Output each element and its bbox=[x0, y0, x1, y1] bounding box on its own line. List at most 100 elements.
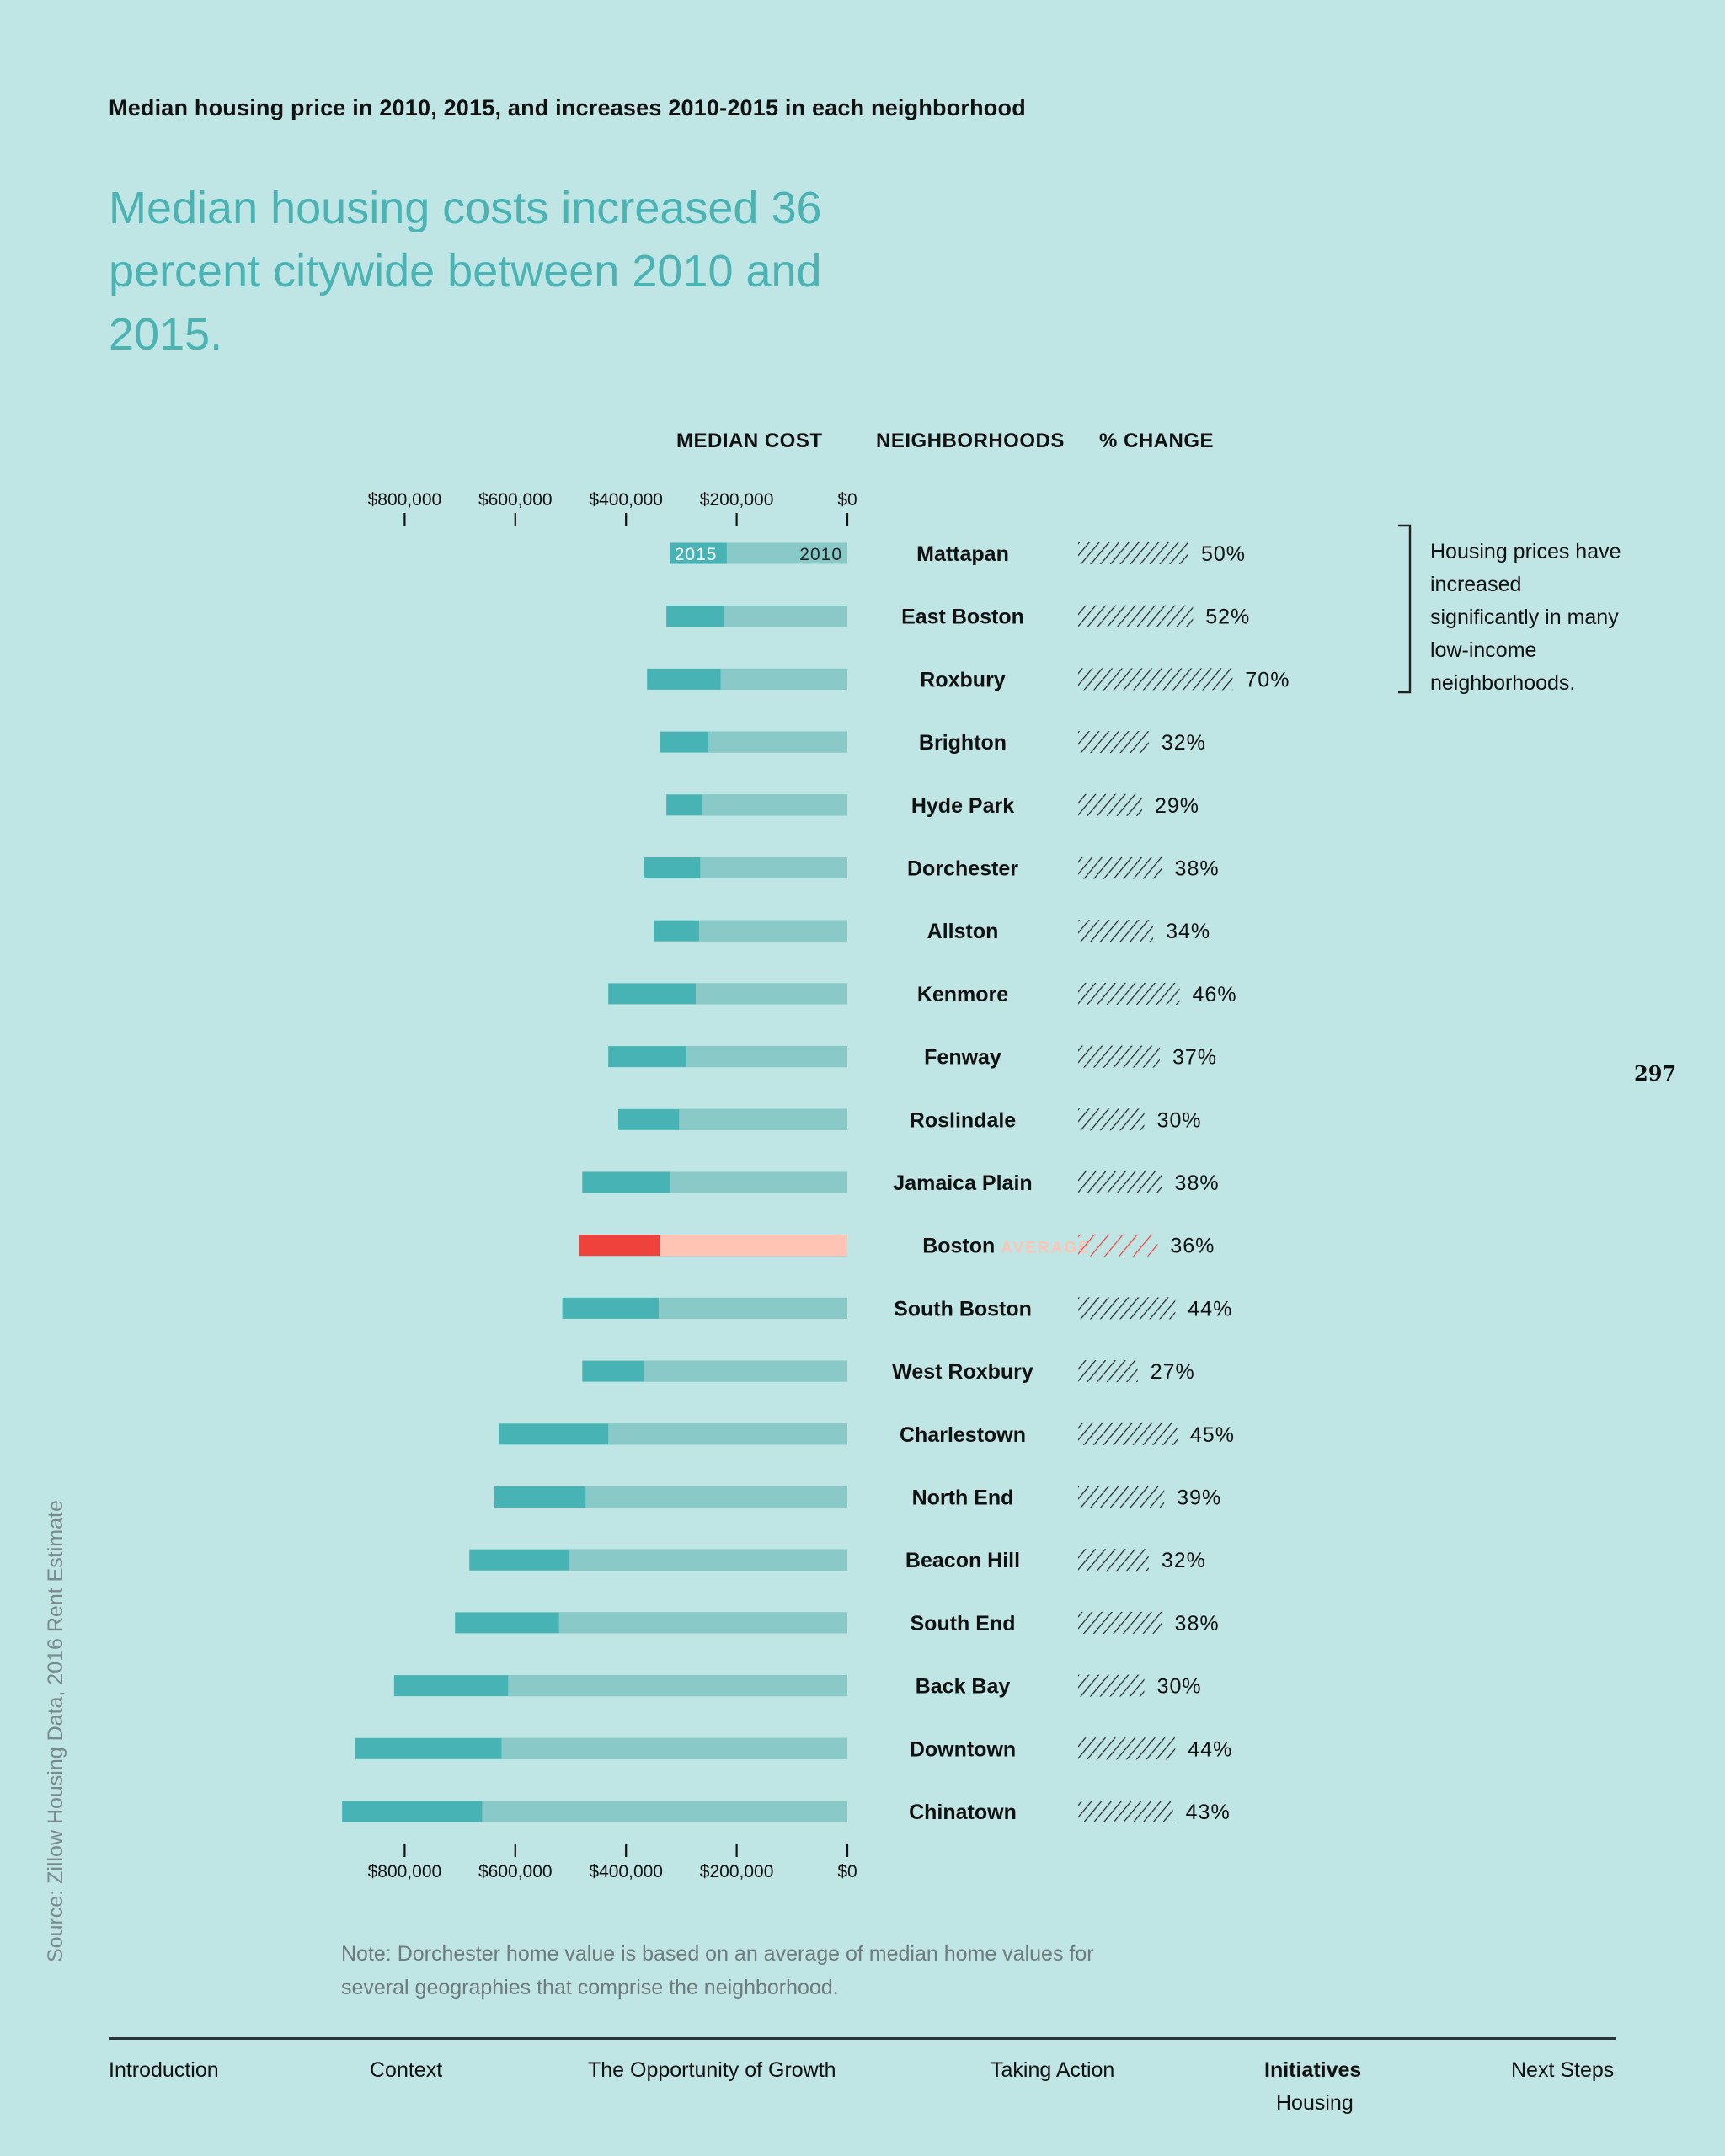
pct-change-label: 36% bbox=[1170, 1235, 1215, 1258]
nav-context[interactable]: Context bbox=[370, 2058, 443, 2082]
pct-change-label: 30% bbox=[1157, 1675, 1202, 1699]
pct-change-bar bbox=[1078, 1674, 1145, 1697]
neighborhood-label: North End bbox=[912, 1486, 1014, 1510]
x-tick-label-bottom: $400,000 bbox=[589, 1862, 663, 1881]
chart-row: Chinatown 43% bbox=[342, 1801, 1230, 1824]
pct-change-label: 32% bbox=[1162, 1549, 1206, 1572]
footnote: Note: Dorchester home value is based on … bbox=[341, 1942, 1094, 1999]
pct-change-label: 30% bbox=[1157, 1108, 1202, 1132]
x-tick-label-bottom: $0 bbox=[837, 1862, 857, 1881]
pct-change-label: 34% bbox=[1166, 920, 1210, 943]
neighborhood-label: East Boston bbox=[901, 606, 1024, 629]
chart-row: Charlestown 45% bbox=[499, 1422, 1235, 1447]
bar-2010 bbox=[501, 1737, 847, 1759]
bar-2010 bbox=[702, 794, 847, 816]
x-axis-bottom: $800,000 $600,000 $400,000 $200,000 $0 bbox=[368, 1844, 857, 1881]
pct-change-bar bbox=[1078, 1422, 1178, 1445]
neighborhood-label: West Roxbury bbox=[892, 1360, 1033, 1384]
pct-change-bar bbox=[1078, 1737, 1176, 1760]
chart-row: Brighton 32% bbox=[660, 731, 1206, 755]
nav-next-steps[interactable]: Next Steps bbox=[1511, 2058, 1615, 2082]
neighborhood-label: Jamaica Plain bbox=[893, 1171, 1032, 1195]
pct-change-bar bbox=[1078, 542, 1188, 564]
bar-2010 bbox=[608, 1423, 847, 1445]
pct-change-bar bbox=[1078, 1171, 1162, 1193]
pct-change-bar bbox=[1078, 1486, 1165, 1508]
legend-2010-label: 2010 bbox=[799, 545, 842, 564]
pct-change-bar bbox=[1078, 1108, 1145, 1131]
housing-chart: $800,000 $600,000 $400,000 $200,000 $0 $800,… bbox=[342, 490, 1412, 1881]
bar-2010 bbox=[585, 1486, 847, 1508]
chart-row: Roxbury 70% bbox=[647, 668, 1290, 691]
nav-initiatives[interactable]: Initiatives bbox=[1264, 2058, 1362, 2082]
pct-change-label: 29% bbox=[1155, 794, 1199, 818]
chart-row: South End 38% bbox=[455, 1611, 1219, 1636]
bar-2010 bbox=[508, 1675, 847, 1697]
pct-change-label: 50% bbox=[1201, 542, 1246, 566]
chart-row: East Boston 52% bbox=[666, 605, 1250, 629]
pct-change-label: 45% bbox=[1190, 1423, 1235, 1447]
nav-sub-housing[interactable]: Housing bbox=[1276, 2091, 1354, 2115]
x-tick-label-top: $400,000 bbox=[589, 490, 663, 510]
pct-change-bar bbox=[1078, 1234, 1158, 1257]
pct-change-bar bbox=[1078, 920, 1154, 942]
bracket-line bbox=[1398, 524, 1412, 694]
chart-row: Dorchester 38% bbox=[644, 857, 1219, 881]
pct-change-label: 32% bbox=[1162, 731, 1206, 755]
bar-2010 bbox=[726, 542, 847, 564]
neighborhood-label: Fenway bbox=[924, 1046, 1001, 1070]
neighborhood-label: South End bbox=[911, 1612, 1016, 1636]
source-note: Source: Zillow Housing Data, 2016 Rent E… bbox=[44, 1500, 67, 1962]
pct-change-bar bbox=[1078, 605, 1194, 627]
nav-introduction[interactable]: Introduction bbox=[109, 2058, 219, 2082]
chart-row: Allston 34% bbox=[654, 920, 1210, 943]
bar-2010 bbox=[670, 1171, 847, 1193]
chart-row: Roslindale 30% bbox=[618, 1108, 1202, 1132]
neighborhood-label: Dorchester bbox=[907, 857, 1018, 881]
bar-2010 bbox=[569, 1549, 847, 1571]
column-header-pct-change: % CHANGE bbox=[1099, 430, 1215, 452]
neighborhood-label: Charlestown bbox=[900, 1423, 1026, 1447]
annotation-bracket bbox=[1398, 524, 1412, 694]
neighborhood-label: South Boston bbox=[894, 1297, 1032, 1321]
average-label: AVERAGE bbox=[1001, 1240, 1091, 1257]
neighborhood-label: Downtown bbox=[910, 1737, 1016, 1761]
x-tick-label-bottom: $800,000 bbox=[368, 1862, 442, 1881]
bar-2010 bbox=[482, 1801, 847, 1822]
neighborhood-label: Roslindale bbox=[910, 1108, 1017, 1132]
x-tick-label-top: $800,000 bbox=[368, 490, 442, 510]
pct-change-label: 44% bbox=[1188, 1737, 1232, 1761]
neighborhood-label: Brighton bbox=[919, 731, 1007, 755]
chart-subtitle: Median housing price in 2010, 2015, and … bbox=[109, 95, 1026, 120]
chart-row: 2015 2010 Mattapan 50% bbox=[670, 542, 1246, 566]
chart-row: South Boston 44% bbox=[562, 1297, 1231, 1321]
neighborhood-label: Kenmore bbox=[917, 983, 1008, 1006]
bar-2010 bbox=[695, 983, 847, 1005]
neighborhood-label: Hyde Park bbox=[911, 794, 1014, 818]
neighborhood-label: Back Bay bbox=[916, 1675, 1011, 1699]
bar-2010 bbox=[724, 606, 847, 627]
x-tick-label-top: $200,000 bbox=[700, 490, 774, 510]
pct-change-bar bbox=[1078, 1801, 1173, 1822]
neighborhood-label: Mattapan bbox=[916, 542, 1009, 566]
pct-change-label: 70% bbox=[1245, 668, 1290, 691]
pct-change-label: 52% bbox=[1205, 606, 1250, 629]
bar-2010 bbox=[700, 857, 847, 878]
page-number: 297 bbox=[1634, 1061, 1677, 1086]
pct-change-label: 38% bbox=[1175, 857, 1220, 881]
neighborhood-label: Boston AVERAGE bbox=[922, 1235, 1091, 1258]
x-tick-label-top: $600,000 bbox=[478, 490, 553, 510]
pct-change-bar bbox=[1078, 731, 1149, 754]
chart-row: North End 39% bbox=[494, 1486, 1220, 1510]
pct-change-bar bbox=[1078, 1360, 1138, 1383]
pct-change-bar bbox=[1078, 1611, 1162, 1634]
bar-2010 bbox=[660, 1235, 847, 1257]
neighborhood-label: Chinatown bbox=[909, 1801, 1017, 1824]
pct-change-bar bbox=[1078, 793, 1142, 816]
chart-title: Median housing costs increased 36 percen… bbox=[109, 183, 822, 360]
nav-taking-action[interactable]: Taking Action bbox=[991, 2058, 1115, 2082]
bar-2010 bbox=[644, 1360, 847, 1382]
nav-opportunity-of-growth[interactable]: The Opportunity of Growth bbox=[588, 2058, 836, 2082]
pct-change-bar bbox=[1078, 857, 1162, 879]
chart-row: Hyde Park 29% bbox=[666, 793, 1199, 818]
